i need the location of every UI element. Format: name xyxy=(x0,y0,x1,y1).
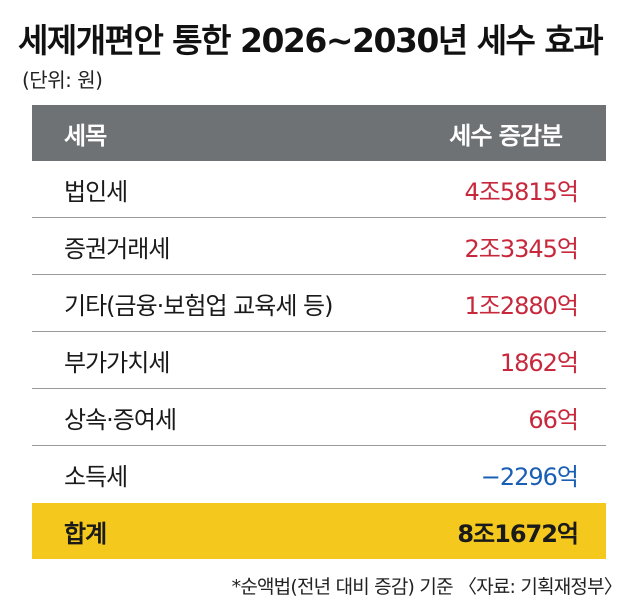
row-value: 66억 xyxy=(528,405,579,434)
row-label: 상속·증여세 xyxy=(64,405,177,434)
table-row: 증권거래세 2조3345억 xyxy=(32,218,606,275)
row-value: 2조3345억 xyxy=(464,234,579,263)
total-row: 합계 8조1672억 xyxy=(32,503,606,559)
table-header: 세목 세수 증감분 xyxy=(32,105,606,161)
column-header-revenue-change: 세수 증감분 xyxy=(449,121,563,150)
table-row: 법인세 4조5815억 xyxy=(32,161,606,218)
row-label: 부가가치세 xyxy=(64,348,170,377)
column-header-tax-item: 세목 xyxy=(64,121,107,150)
table-row: 상속·증여세 66억 xyxy=(32,389,606,446)
row-label: 법인세 xyxy=(64,177,128,206)
total-label: 합계 xyxy=(64,519,107,548)
chart-title: 세제개편안 통한 2026~2030년 세수 효과 xyxy=(18,21,604,60)
row-value: 4조5815억 xyxy=(464,177,579,206)
row-label: 증권거래세 xyxy=(64,234,170,263)
table-row: 기타(금융·보험업 교육세 등) 1조2880억 xyxy=(32,275,606,332)
row-value: 1조2880억 xyxy=(464,291,579,320)
table-row: 소득세 −2296억 xyxy=(32,446,606,503)
row-value: −2296억 xyxy=(480,463,579,491)
row-value: 1862억 xyxy=(499,348,579,377)
table-row: 부가가치세 1862억 xyxy=(32,332,606,389)
row-label: 기타(금융·보험업 교육세 등) xyxy=(64,291,333,320)
unit-label: (단위: 원) xyxy=(22,68,103,92)
row-label: 소득세 xyxy=(64,463,128,491)
footnote-source: *순액법(전년 대비 증감) 기준 〈자료: 기획재정부〉 xyxy=(231,576,623,598)
total-value: 8조1672억 xyxy=(457,519,579,548)
